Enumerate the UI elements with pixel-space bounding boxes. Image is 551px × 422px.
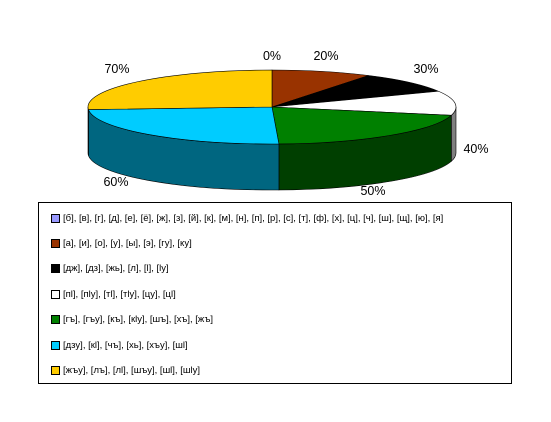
legend-swatch-5	[51, 340, 60, 350]
legend-swatch-0	[51, 213, 60, 223]
legend-item-2: [дж], [дз], [жь], [л], [l], [ly]	[51, 262, 169, 276]
pie-chart-3d: 0% 20% 30% 40% 50% 60% 70%	[87, 49, 489, 198]
legend-item-3: [пl], [пly], [тl], [тly], [цу], [цl]	[51, 287, 176, 301]
legend-swatch-2	[51, 264, 60, 274]
data-label-0: 0%	[263, 49, 281, 63]
legend-label-6: [жъу], [лъ], [лl], [шъу], [шl], [шly]	[63, 364, 200, 376]
legend-label-0: [б], [в], [г], [д], [е], [ё], [ж], [з], …	[63, 212, 444, 224]
data-label-5: 60%	[103, 175, 128, 189]
legend-label-5: [дзу], [кl], [чъ], [хь], [хъу], [шl]	[63, 339, 188, 351]
pie-sides	[87, 106, 457, 191]
legend-swatch-1	[51, 238, 60, 248]
legend-swatch-6	[51, 365, 60, 375]
data-label-3: 40%	[463, 142, 488, 156]
pie-slices	[87, 69, 457, 145]
pie-slice-5	[88, 106, 280, 145]
data-label-2: 30%	[413, 62, 438, 76]
data-label-4: 50%	[360, 184, 385, 198]
pie-slice-3	[271, 90, 457, 116]
pie-slice-4	[271, 106, 453, 145]
legend-label-3: [пl], [пly], [тl], [тly], [цу], [цl]	[63, 288, 176, 300]
legend-swatch-4	[51, 315, 60, 325]
legend-label-1: [а], [и], [о], [у], [ы], [э], [гу], [ку]	[63, 237, 192, 249]
data-labels: 0% 20% 30% 40% 50% 60% 70%	[103, 49, 488, 198]
legend-item-5: [дзу], [кl], [чъ], [хь], [хъу], [шl]	[51, 338, 188, 352]
data-label-6: 70%	[104, 62, 129, 76]
legend-item-1: [а], [и], [о], [у], [ы], [э], [гу], [ку]	[51, 236, 192, 250]
pie-slice-side-3	[451, 106, 457, 162]
legend-item-4: [гъ], [гъу], [къ], [кly], [шъ], [хъ], [ж…	[51, 313, 213, 327]
legend-item-6: [жъу], [лъ], [лl], [шъу], [шl], [шly]	[51, 363, 200, 377]
pie-slice-2	[271, 75, 439, 108]
legend-item-0: [б], [в], [г], [д], [е], [ё], [ж], [з], …	[51, 211, 443, 225]
legend-label-4: [гъ], [гъу], [къ], [кly], [шъ], [хъ], [ж…	[63, 314, 214, 326]
legend: [б], [в], [г], [д], [е], [ё], [ж], [з], …	[38, 202, 512, 384]
pie-slice-1	[271, 69, 369, 108]
pie-slice-6	[87, 69, 273, 110]
data-label-1: 20%	[313, 49, 338, 63]
legend-swatch-3	[51, 289, 60, 299]
legend-label-2: [дж], [дз], [жь], [л], [l], [ly]	[63, 263, 169, 275]
